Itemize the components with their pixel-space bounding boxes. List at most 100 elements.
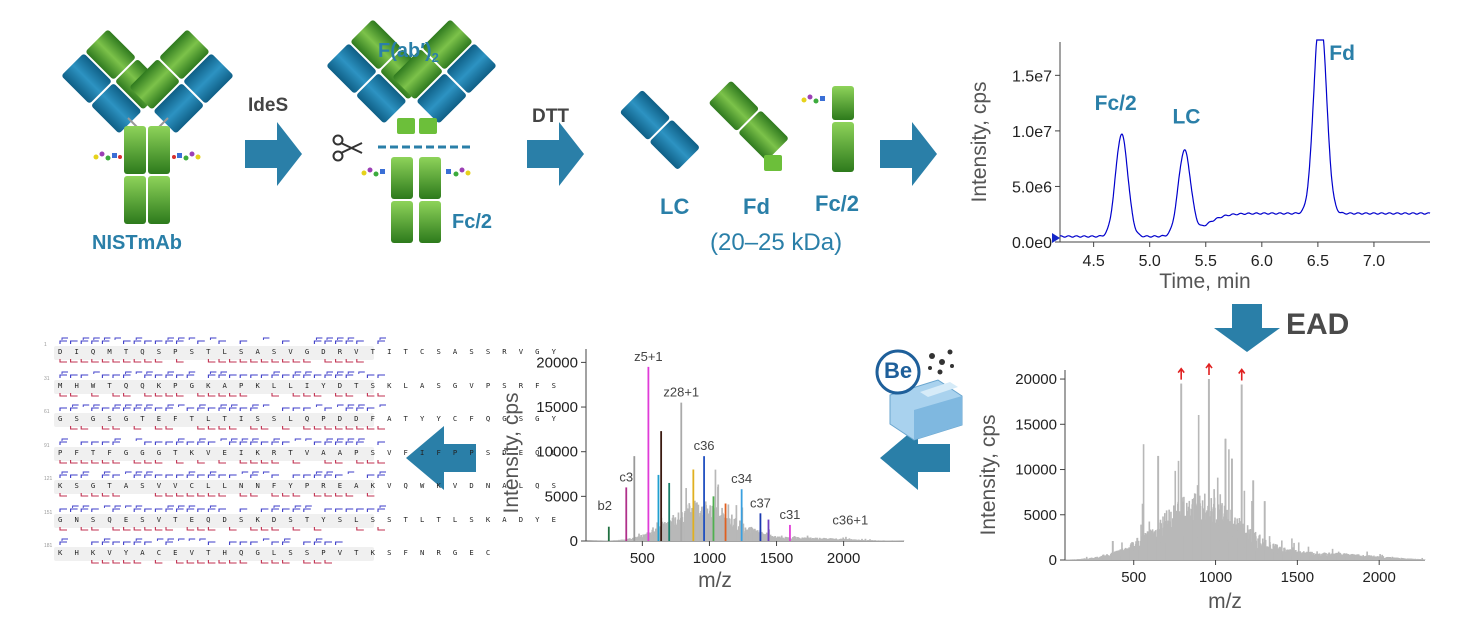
z-ion-mark [101, 459, 110, 464]
c-ion-mark [356, 507, 364, 512]
sequence-text: G S G S G T E F T L T I S S L Q P D D F … [58, 414, 560, 423]
c-ion-mark [345, 440, 354, 445]
c-ion-mark [135, 471, 143, 474]
y-tick-label: 10000 [536, 444, 578, 461]
z-ion-mark [101, 426, 110, 430]
c-ion-mark [112, 541, 120, 545]
c-ion-mark [197, 474, 205, 478]
c-ion-mark [303, 507, 311, 512]
c-ion-mark [294, 505, 302, 508]
z-ion-mark [356, 426, 364, 430]
c-ion-mark [250, 541, 258, 545]
c-ion-mark [135, 438, 143, 441]
c-ion-mark [305, 505, 312, 508]
z-ion-mark [313, 560, 322, 564]
c-ion-mark [209, 371, 217, 374]
c-ion-mark [315, 337, 323, 340]
y-tick-label: 15000 [1015, 416, 1057, 433]
z-ion-mark [260, 560, 269, 564]
c-ion-mark [61, 471, 68, 474]
z-ion-mark [218, 560, 226, 564]
z-ion-mark [133, 526, 142, 531]
c-ion-mark [315, 471, 323, 474]
c-ion-mark [125, 371, 132, 374]
z-ion-mark [377, 392, 385, 397]
c-ion-mark [292, 373, 301, 378]
c-ion-mark [70, 407, 78, 411]
c-ion-mark [178, 337, 185, 340]
z-ion-mark [239, 392, 248, 397]
x-tick-label: 1500 [760, 550, 793, 567]
residue-number: 121 [44, 476, 53, 482]
c-ion-mark [101, 541, 110, 545]
coverage-marks [59, 505, 386, 531]
c-ion-mark [165, 507, 173, 512]
c-ion-mark [80, 507, 89, 512]
z-ion-mark [218, 426, 226, 430]
c-ion-mark [305, 371, 312, 374]
z-ion-mark [292, 392, 301, 397]
c-ion-mark [114, 337, 121, 340]
c-ion-mark [347, 404, 355, 407]
c-ion-mark [337, 371, 344, 374]
z-ion-mark [112, 359, 120, 363]
c-ion-mark [165, 440, 173, 445]
c-ion-mark [303, 373, 311, 378]
z-ion-mark [250, 359, 258, 363]
c-ion-mark [144, 373, 152, 378]
c-ion-mark [59, 541, 67, 545]
glycan-icon [361, 167, 471, 177]
digested-antibody [327, 20, 496, 243]
c-ion-mark [135, 538, 143, 541]
z-ion-mark [239, 493, 248, 497]
c-ion-mark [59, 507, 67, 512]
c-ion-mark [80, 373, 89, 378]
c-ion-mark [61, 438, 68, 441]
c-ion-mark [218, 373, 226, 378]
z-ion-mark [335, 392, 343, 397]
c-ion-mark [218, 407, 226, 411]
y-tick-label: 0 [570, 533, 578, 550]
c-ion-mark [313, 373, 322, 378]
c-ion-mark [271, 373, 279, 378]
x-tick-label: 5.5 [1195, 253, 1217, 270]
z-ion-mark [356, 526, 364, 531]
c-ion-mark [356, 340, 364, 344]
c-ion-mark [165, 474, 173, 478]
z-ion-mark [292, 359, 301, 363]
c-ion-mark [133, 507, 142, 512]
c-ion-mark [61, 337, 68, 340]
y-axis-label: Intensity, cps [977, 415, 1000, 536]
x-axis-label: m/z [1208, 590, 1242, 613]
c-ion-mark [167, 337, 174, 340]
c-ion-mark [262, 404, 270, 407]
c-ion-mark [70, 373, 78, 378]
c-ion-mark [135, 371, 143, 374]
c-ion-mark [315, 404, 323, 407]
c-ion-mark [80, 474, 89, 478]
z-ion-mark [207, 392, 216, 397]
c-ion-mark [271, 507, 279, 512]
c-ion-mark [93, 404, 100, 407]
c-ion-mark [271, 440, 279, 445]
x-tick-label: 500 [1121, 569, 1146, 586]
z-ion-mark [80, 526, 89, 531]
coverage-marks [59, 538, 343, 564]
z-ion-mark [345, 359, 354, 363]
z-ion-mark [59, 359, 67, 363]
z-ion-mark [80, 493, 89, 497]
z-ion-mark [271, 459, 279, 464]
z-ion-mark [324, 426, 332, 430]
c-ion-mark [167, 538, 174, 541]
arrow-down-icon [1214, 304, 1280, 352]
c-ion-mark [324, 340, 332, 344]
c-ion-mark [324, 440, 332, 445]
z-ion-mark [313, 526, 322, 531]
scissors-icon [332, 134, 363, 162]
c-ion-mark [165, 373, 173, 378]
c-ion-mark [379, 404, 386, 407]
y-tick-label: 0 [1049, 552, 1057, 569]
z-ion-mark [250, 493, 258, 497]
z-ion-mark [239, 359, 248, 363]
c-ion-mark [197, 507, 205, 512]
